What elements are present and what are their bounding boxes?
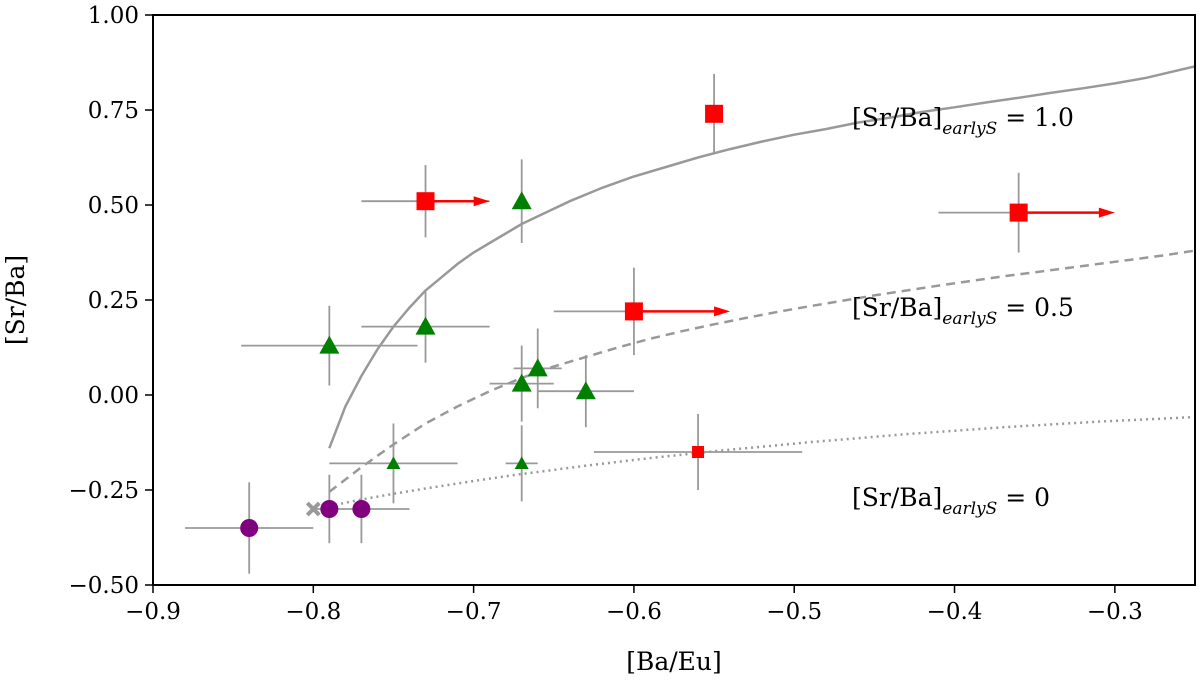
x-tick-label: −0.4 [927,599,983,625]
curve-label-value: = 0 [997,483,1050,512]
triangle-marker [511,373,532,392]
triangle-marker [415,316,436,335]
x-tick-label: −0.8 [285,599,341,625]
curve-label-sub: earlyS [942,119,997,139]
curve-label-value: = 1.0 [997,103,1074,132]
square-marker [624,302,643,321]
circle-marker [240,519,259,537]
cross-marker [305,501,321,517]
x-axis-ticks: −0.9 −0.8 −0.7 −0.6 −0.5 −0.4 −0.3 [125,585,1143,625]
curve-label: [Sr/Ba]earlyS = 1.0 [852,103,1074,139]
x-tick-label: −0.6 [606,599,662,625]
triangle-marker [514,456,529,469]
curve-early-s-0 [329,415,1195,508]
limit-arrow-head [714,306,731,317]
curve-label-sub: earlyS [942,499,997,519]
triangle-marker [319,335,340,354]
y-tick-label: 1.00 [88,3,139,29]
y-tick-label: 0.00 [88,383,139,409]
square-marker [416,192,435,211]
x-tick-label: −0.7 [446,599,502,625]
model-curves [328,65,1195,508]
x-tick-label: −0.3 [1087,599,1143,625]
curve-label-value: = 0.5 [997,293,1074,322]
y-tick-label: 0.25 [88,288,139,314]
curve-label-sub: earlyS [942,309,997,329]
triangle-marker [511,191,532,210]
x-tick-label: −0.5 [766,599,822,625]
y-tick-label: 0.50 [88,193,139,219]
curve-annotations: [Sr/Ba]earlyS = 1.0[Sr/Ba]earlyS = 0.5[S… [852,103,1074,519]
y-axis-label: [Sr/Ba] [1,255,30,345]
square-marker [692,446,705,458]
triangle-marker [386,456,401,469]
circle-marker [352,500,371,518]
square-marker [705,104,724,123]
x-axis-label: [Ba/Eu] [626,647,722,676]
curve-label-main: [Sr/Ba] [852,103,942,132]
curve-label-main: [Sr/Ba] [852,293,942,322]
circle-marker [320,500,339,518]
y-axis-ticks: −0.50 −0.25 0.00 0.25 0.50 0.75 1.00 [69,3,153,599]
curve-label-main: [Sr/Ba] [852,483,942,512]
y-tick-label: 0.75 [88,98,139,124]
data-markers [240,104,1028,537]
square-marker [1009,203,1028,222]
curve-label: [Sr/Ba]earlyS = 0.5 [852,293,1074,329]
triangle-marker [527,358,548,377]
limit-arrow-head [1098,207,1115,218]
curve-early-s-1-0 [328,65,1195,449]
cross-stroke [305,501,321,517]
x-tick-label: −0.9 [125,599,181,625]
curve-label: [Sr/Ba]earlyS = 0 [852,483,1050,519]
y-tick-label: −0.25 [69,478,139,504]
curve-early-s-0-5 [328,249,1195,493]
y-tick-label: −0.50 [69,573,139,599]
limit-arrow-head [473,196,490,207]
triangle-marker [575,381,596,400]
